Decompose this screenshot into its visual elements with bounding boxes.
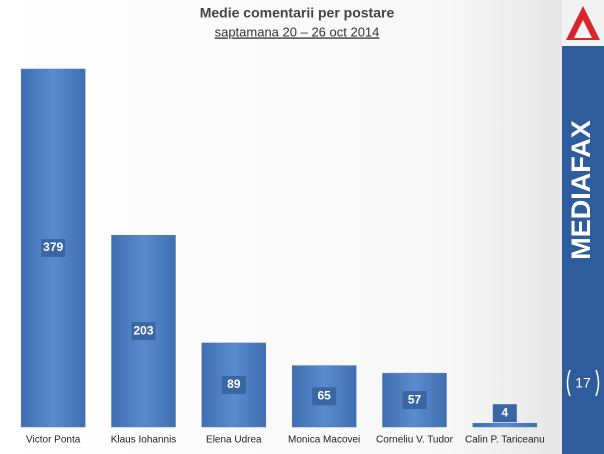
page-number: 17 xyxy=(575,375,591,391)
x-tick-label: Monica Macovei xyxy=(288,435,360,446)
logo-inner xyxy=(574,20,592,38)
value-label-box xyxy=(402,391,427,410)
value-label-box xyxy=(41,239,66,257)
x-tick-label: Corneliu V. Tudor xyxy=(376,435,454,446)
value-label: 4 xyxy=(501,405,508,419)
x-tick-label: Calin P. Tariceanu xyxy=(465,435,545,446)
page-bracket xyxy=(566,369,600,397)
brand-name: MEDIAFAX xyxy=(566,120,596,260)
value-label-box xyxy=(221,375,246,394)
value-label: 89 xyxy=(227,377,241,391)
chart-subtitle: saptamana 20 – 26 oct 2014 xyxy=(215,24,380,39)
value-label: 57 xyxy=(408,392,422,406)
value-label: 65 xyxy=(317,388,331,402)
plot-background xyxy=(0,0,562,454)
value-label: 379 xyxy=(43,240,63,254)
value-label-box xyxy=(312,387,337,406)
value-label-box xyxy=(492,404,517,423)
x-tick-label: Klaus Iohannis xyxy=(111,435,177,446)
value-label: 203 xyxy=(133,323,153,337)
chart-title: Medie comentarii per postare xyxy=(200,5,395,21)
x-tick-label: Elena Udrea xyxy=(206,435,262,446)
x-tick-label: Victor Ponta xyxy=(26,435,81,446)
value-label-box xyxy=(131,322,156,341)
sidebar xyxy=(562,0,604,454)
bar xyxy=(472,422,538,428)
